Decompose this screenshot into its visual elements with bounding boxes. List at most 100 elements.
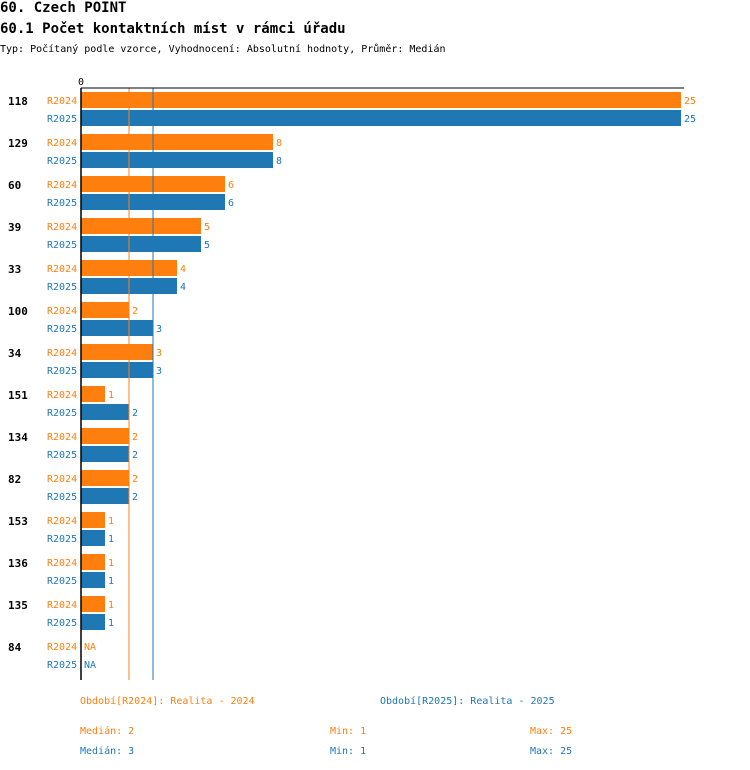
series-label: R2024 — [47, 306, 77, 317]
bar-r2024 — [81, 218, 201, 234]
series-label: R2025 — [47, 450, 77, 461]
data-label: 3 — [156, 366, 162, 377]
data-label: 2 — [132, 306, 138, 317]
axis-zero-label: 0 — [78, 77, 84, 88]
bar-r2025 — [81, 110, 681, 126]
series-label: R2024 — [47, 390, 77, 401]
data-label: 5 — [204, 222, 210, 233]
bar-r2024 — [81, 92, 681, 108]
data-label: 1 — [108, 534, 114, 545]
series-label: R2025 — [47, 408, 77, 419]
category-label: 134 — [8, 431, 28, 444]
bar-r2024 — [81, 428, 129, 444]
data-label: 1 — [108, 516, 114, 527]
series-label: R2025 — [47, 534, 77, 545]
stat-max-2024: Max: 25 — [530, 726, 573, 737]
data-label: 2 — [132, 408, 138, 419]
data-label-na: NA — [84, 660, 96, 671]
bar-r2024 — [81, 302, 129, 318]
series-label: R2024 — [47, 558, 77, 569]
data-label: 3 — [156, 324, 162, 335]
series-label: R2024 — [47, 138, 77, 149]
category-label: 153 — [8, 515, 28, 528]
stat-min-2025: Min: 1 — [330, 746, 367, 757]
category-label: 84 — [8, 641, 22, 654]
bar-r2024 — [81, 596, 105, 612]
bar-r2025 — [81, 404, 129, 420]
series-label: R2025 — [47, 240, 77, 251]
series-label: R2024 — [47, 600, 77, 611]
bar-r2025 — [81, 320, 153, 336]
data-label: 6 — [228, 198, 234, 209]
data-label: 2 — [132, 492, 138, 503]
data-label: 1 — [108, 558, 114, 569]
data-label: 1 — [108, 576, 114, 587]
data-label: 8 — [276, 138, 282, 149]
series-label: R2025 — [47, 198, 77, 209]
category-label: 60 — [8, 179, 21, 192]
series-label: R2024 — [47, 432, 77, 443]
stat-median-2024: Medián: 2 — [80, 726, 135, 737]
category-label: 34 — [8, 347, 22, 360]
stat-min-2024: Min: 1 — [330, 726, 367, 737]
chart-title: 60.1 Počet kontaktních míst v rámci úřad… — [0, 21, 346, 37]
data-label: 25 — [684, 96, 696, 107]
category-label: 33 — [8, 263, 21, 276]
series-label: R2024 — [47, 264, 77, 275]
data-label: 3 — [156, 348, 162, 359]
category-label: 118 — [8, 95, 28, 108]
bar-r2025 — [81, 236, 201, 252]
data-label: 8 — [276, 156, 282, 167]
series-label: R2024 — [47, 180, 77, 191]
bar-r2024 — [81, 512, 105, 528]
legend-period-2025: Období[R2025]: Realita - 2025 — [380, 696, 555, 707]
data-label: 4 — [180, 264, 186, 275]
data-label: 1 — [108, 618, 114, 629]
stat-median-2025: Medián: 3 — [80, 746, 135, 757]
bar-r2025 — [81, 530, 105, 546]
data-label: 1 — [108, 390, 114, 401]
data-label: 25 — [684, 114, 696, 125]
data-label: 2 — [132, 474, 138, 485]
series-label: R2025 — [47, 324, 77, 335]
category-label: 82 — [8, 473, 21, 486]
data-label: 1 — [108, 600, 114, 611]
chart-type-info: Typ: Počítaný podle vzorce, Vyhodnocení:… — [0, 44, 446, 55]
bar-r2025 — [81, 152, 273, 168]
bar-r2024 — [81, 134, 273, 150]
series-label: R2025 — [47, 618, 77, 629]
series-label: R2025 — [47, 492, 77, 503]
data-label: 5 — [204, 240, 210, 251]
data-label: 2 — [132, 450, 138, 461]
category-label: 135 — [8, 599, 28, 612]
bar-r2025 — [81, 488, 129, 504]
data-label-na: NA — [84, 642, 96, 653]
bar-r2025 — [81, 614, 105, 630]
stat-max-2025: Max: 25 — [530, 746, 573, 757]
series-label: R2024 — [47, 474, 77, 485]
category-label: 151 — [8, 389, 28, 402]
series-label: R2025 — [47, 282, 77, 293]
series-label: R2024 — [47, 96, 77, 107]
bar-r2025 — [81, 362, 153, 378]
bar-r2024 — [81, 344, 153, 360]
page-title: 60. Czech POINT — [0, 0, 127, 16]
series-label: R2024 — [47, 642, 77, 653]
series-label: R2024 — [47, 348, 77, 359]
data-label: 2 — [132, 432, 138, 443]
bar-r2025 — [81, 572, 105, 588]
category-label: 129 — [8, 137, 28, 150]
series-label: R2025 — [47, 576, 77, 587]
series-label: R2025 — [47, 660, 77, 671]
category-label: 39 — [8, 221, 21, 234]
data-label: 6 — [228, 180, 234, 191]
series-label: R2024 — [47, 222, 77, 233]
legend-period-2024: Období[R2024]: Realita - 2024 — [80, 696, 255, 707]
bar-r2024 — [81, 554, 105, 570]
bar-r2024 — [81, 470, 129, 486]
series-label: R2025 — [47, 156, 77, 167]
series-label: R2025 — [47, 114, 77, 125]
bar-r2024 — [81, 386, 105, 402]
series-label: R2025 — [47, 366, 77, 377]
